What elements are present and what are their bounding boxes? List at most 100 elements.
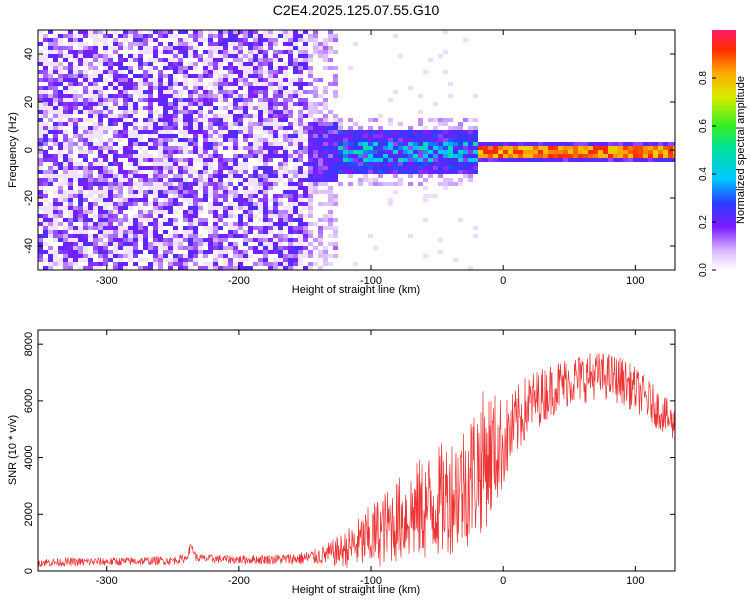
heatmap-cell (268, 246, 273, 250)
heatmap-cell (243, 78, 248, 82)
heatmap-cell (673, 142, 675, 146)
heatmap-cell (283, 70, 288, 74)
heatmap-cell (628, 158, 633, 162)
heatmap-cell (213, 266, 218, 270)
heatmap-cell (83, 258, 88, 262)
heatmap-cell (68, 138, 73, 142)
heatmap-cell (133, 222, 138, 226)
heatmap-cell (58, 222, 63, 226)
heatmap-cell (158, 206, 163, 210)
heatmap-cell (128, 170, 133, 174)
heatmap-cell (293, 122, 298, 126)
heatmap-cell (108, 46, 113, 50)
heatmap-cell (48, 118, 53, 122)
heatmap-cell (473, 162, 478, 166)
heatmap-cell (563, 158, 568, 162)
heatmap-cell (248, 82, 253, 86)
heatmap-cell (323, 178, 328, 182)
heatmap-cell (213, 142, 218, 146)
heatmap-cell (228, 222, 233, 226)
heatmap-cell (273, 142, 278, 146)
heatmap-cell (568, 150, 573, 154)
heatmap-cell (198, 222, 203, 226)
heatmap-cell (258, 110, 263, 114)
heatmap-cell (138, 82, 143, 86)
heatmap-cell (203, 118, 208, 122)
heatmap-cell (68, 38, 73, 42)
heatmap-cell (268, 238, 273, 242)
heatmap-cell (448, 178, 453, 182)
heatmap-cell (303, 126, 308, 130)
heatmap-cell (48, 250, 53, 254)
heatmap-cell (168, 58, 173, 62)
heatmap-cell (158, 242, 163, 246)
heatmap-cell (633, 146, 638, 150)
heatmap-cell (118, 82, 123, 86)
heatmap-cell (368, 138, 373, 142)
heatmap-cell (378, 126, 383, 130)
heatmap-cell (103, 158, 108, 162)
heatmap-cell (268, 58, 273, 62)
heatmap-cell (53, 94, 58, 98)
heatmap-cell (398, 130, 403, 134)
heatmap-cell (183, 182, 188, 186)
heatmap-cell (328, 122, 333, 126)
heatmap-cell (128, 222, 133, 226)
heatmap-cell (108, 146, 113, 150)
heatmap-cell (313, 102, 318, 106)
heatmap-cell (128, 190, 133, 194)
heatmap-cell (523, 154, 528, 158)
heatmap-cell (208, 174, 213, 178)
heatmap-cell (373, 166, 378, 170)
heatmap-cell (328, 126, 333, 130)
heatmap-cell (63, 190, 68, 194)
heatmap-cell (38, 98, 43, 102)
heatmap-cell (273, 54, 278, 58)
heatmap-cell (278, 214, 283, 218)
heatmap-cell (673, 150, 675, 154)
heatmap-cell (133, 166, 138, 170)
heatmap-cell (603, 142, 608, 146)
heatmap-cell (98, 90, 103, 94)
heatmap-cell (163, 130, 168, 134)
heatmap-cell (128, 30, 133, 34)
heatmap-cell (258, 178, 263, 182)
heatmap-cell (263, 170, 268, 174)
heatmap-cell (243, 138, 248, 142)
heatmap-cell (188, 198, 193, 202)
heatmap-cell (193, 198, 198, 202)
heatmap-cell (333, 174, 338, 178)
heatmap-cell (108, 62, 113, 66)
heatmap-cell (298, 138, 303, 142)
heatmap-cell (263, 258, 268, 262)
heatmap-cell (93, 214, 98, 218)
heatmap-cell (243, 94, 248, 98)
heatmap-cell (163, 198, 168, 202)
heatmap-cell (248, 30, 253, 34)
heatmap-cell (168, 202, 173, 206)
heatmap-cell (93, 262, 98, 266)
heatmap-cell (113, 86, 118, 90)
heatmap-cell (308, 198, 313, 202)
heatmap-cell (153, 190, 158, 194)
heatmap-cell (168, 90, 173, 94)
heatmap-cell (463, 154, 468, 158)
heatmap-cell (68, 118, 73, 122)
heatmap-cell (128, 42, 133, 46)
heatmap-cell (38, 178, 43, 182)
heatmap-cell (143, 82, 148, 86)
heatmap-cell (168, 66, 173, 70)
heatmap-cell (243, 74, 248, 78)
heatmap-cell (193, 82, 198, 86)
heatmap-cell (118, 234, 123, 238)
heatmap-cell (163, 202, 168, 206)
heatmap-cell (58, 246, 63, 250)
heatmap-cell (503, 158, 508, 162)
heatmap-cell (218, 154, 223, 158)
heatmap-cell (283, 34, 288, 38)
heatmap-cell (38, 214, 43, 218)
heatmap-cell (273, 150, 278, 154)
heatmap-cell (533, 158, 538, 162)
heatmap-cell (128, 122, 133, 126)
heatmap-cell (278, 258, 283, 262)
